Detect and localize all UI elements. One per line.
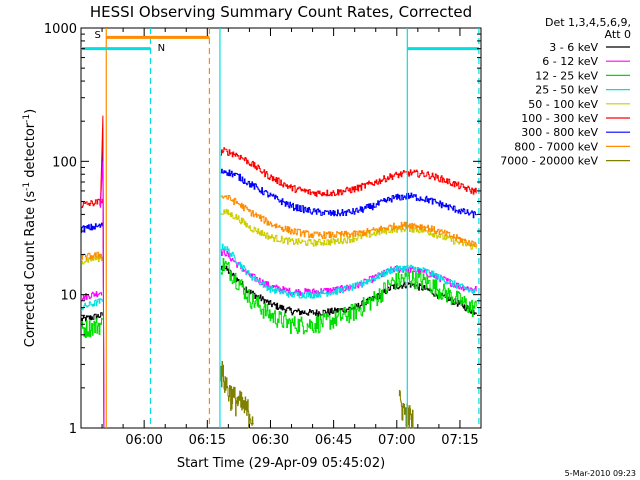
- series-line-4-0: [81, 254, 103, 265]
- series-line-2-1: [220, 258, 477, 335]
- plot-border: [80, 27, 482, 429]
- x-tick-label: 07:00: [378, 433, 415, 448]
- legend-label: 50 - 100 keV: [528, 98, 598, 111]
- x-tick-label: 06:30: [252, 433, 289, 448]
- series-line-2-0: [81, 317, 103, 338]
- series-line-6-0: [81, 222, 103, 233]
- series-line-0-0: [81, 312, 103, 322]
- y-tick-label: 100: [52, 155, 77, 170]
- plot-frame: [80, 27, 482, 429]
- legend-label: 100 - 300 keV: [521, 112, 598, 125]
- chart-title: HESSI Observing Summary Count Rates, Cor…: [90, 3, 472, 21]
- legend-label: 7000 - 20000 keV: [500, 155, 598, 168]
- legend-label: 800 - 7000 keV: [514, 140, 598, 153]
- series-line-3-0: [81, 298, 103, 312]
- series-line-1-0: [81, 291, 103, 301]
- legend-header-2: Att 0: [605, 28, 631, 41]
- y-tick-label: 10: [60, 289, 77, 304]
- y-tick-label: 1: [69, 422, 77, 437]
- y-axis-label: Corrected Count Rate (s-1 detector-1): [22, 109, 38, 347]
- series-line-4-1: [220, 208, 477, 250]
- series-line-7-1: [220, 195, 477, 248]
- x-tick-label: 06:15: [189, 433, 226, 448]
- y-tick-label: 1000: [44, 22, 77, 37]
- timestamp: 5-Mar-2010 09:23: [565, 469, 636, 478]
- x-tick-label: 06:45: [315, 433, 352, 448]
- legend-label: 300 - 800 keV: [521, 126, 598, 139]
- series-line-5-1: [220, 147, 477, 197]
- series-line-8-0: [219, 361, 254, 429]
- series-line-5-0: [81, 198, 103, 208]
- axes: [80, 28, 482, 429]
- legend-header-1: Det 1,3,4,5,6,9,: [545, 16, 631, 29]
- series-line-0-1: [220, 265, 477, 317]
- flag-label-s: S: [94, 30, 100, 41]
- chart-text: S N 1 10 100 1000 06:00 06:15 06:30 06:45 07:00 07:…: [22, 3, 636, 478]
- legend-label: 25 - 50 keV: [535, 84, 598, 97]
- legend-label: 3 - 6 keV: [549, 41, 598, 54]
- legend-label: 6 - 12 keV: [542, 55, 598, 68]
- x-tick-label: 06:00: [125, 433, 162, 448]
- series-line-6-1: [220, 168, 477, 219]
- x-axis-label: Start Time (29-Apr-09 05:45:02): [177, 456, 385, 471]
- series-line-8-1: [398, 390, 414, 429]
- legend-label: 12 - 25 keV: [535, 69, 598, 82]
- spike-2: [99, 161, 105, 429]
- series-line-3-1: [220, 243, 477, 299]
- x-tick-label: 07:15: [441, 433, 478, 448]
- chart-marks: [81, 28, 480, 429]
- flag-label-n: N: [158, 43, 165, 54]
